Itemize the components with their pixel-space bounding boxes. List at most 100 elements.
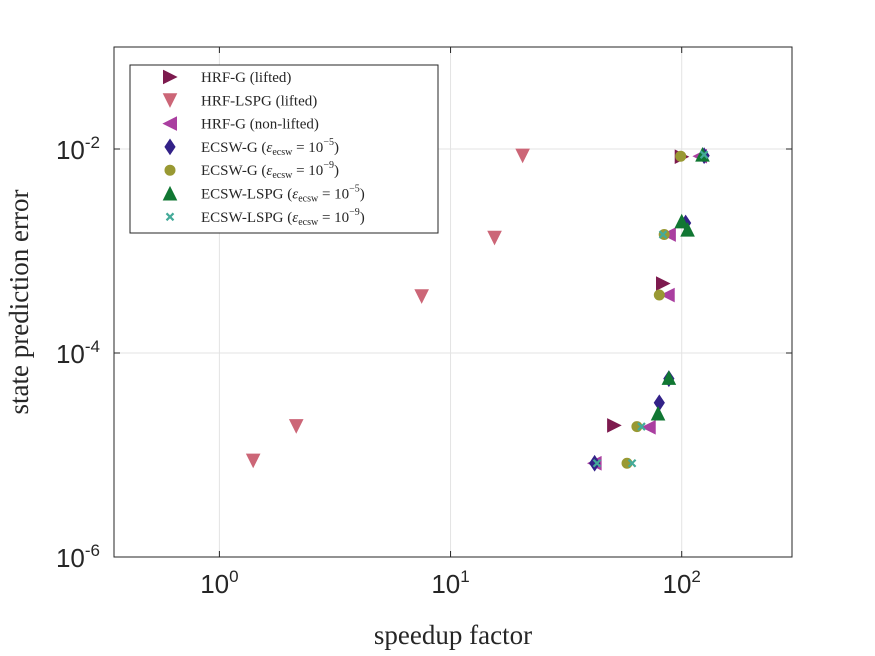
legend-label-sub: ecsw [272, 170, 293, 181]
data-point [699, 150, 709, 159]
legend-entry: HRF-LSPG (lifted) [162, 93, 317, 109]
x-axis-label: speedup factor [374, 620, 532, 650]
legend-label-sup: −9 [323, 160, 334, 171]
data-point [627, 458, 637, 468]
legend-marker [163, 69, 178, 85]
x-tick-label-base: 10 [431, 569, 460, 599]
data-point [641, 419, 656, 435]
legend-entry: ECSW-G (εecsw = 10−9) [164, 160, 339, 181]
legend-label: HRF-G (lifted) [201, 70, 291, 86]
data-point [288, 419, 304, 434]
data-point [245, 453, 261, 469]
x-tick-label-base: 10 [663, 569, 692, 599]
legend-epsilon: ε [266, 140, 272, 156]
legend-label-main: HRF-G (non-lifted) [201, 117, 319, 133]
legend-label: HRF-G (non-lifted) [201, 117, 319, 133]
data-point [658, 230, 668, 239]
legend-label-mid: = 10 [292, 163, 323, 179]
legend-label-sup: −9 [349, 207, 360, 218]
legend-label-main: ECSW-LSPG ( [201, 187, 292, 203]
legend-label: HRF-LSPG (lifted) [201, 93, 317, 109]
legend-entry: HRF-G (lifted) [163, 69, 291, 86]
legend-epsilon: ε [266, 163, 272, 179]
legend-label-sup: −5 [349, 184, 360, 195]
legend-label-end: ) [360, 187, 365, 203]
data-point [515, 148, 530, 164]
y-tick-label: 10-6 [56, 541, 100, 573]
data-points [245, 147, 710, 472]
data-point [653, 289, 665, 301]
x-tick-label-exp: 2 [691, 567, 700, 586]
data-point [680, 222, 695, 237]
y-tick-label-base: 10 [56, 543, 85, 573]
y-axis-label: state prediction error [4, 190, 34, 415]
legend-label-mid: = 10 [292, 140, 323, 156]
data-point [656, 276, 671, 291]
legend-epsilon: ε [292, 187, 298, 203]
legend-entry: ECSW-LSPG (εecsw = 10−9) [165, 207, 365, 228]
y-tick-label-exp: -4 [85, 337, 100, 356]
x-tick-label-exp: 1 [460, 567, 469, 586]
legend-label-main: ECSW-G ( [201, 140, 266, 156]
y-tick-label: 10-4 [56, 337, 100, 369]
legend-marker [164, 138, 176, 156]
data-point [695, 147, 710, 162]
y-tick-label-exp: -2 [85, 133, 100, 152]
legend: HRF-G (lifted) HRF-LSPG (lifted) HRF-G (no… [129, 64, 439, 234]
data-point [660, 287, 675, 303]
x-tick-label: 102 [663, 567, 701, 599]
data-point [650, 405, 666, 421]
legend-label-sup: −5 [323, 137, 334, 148]
legend-label-end: ) [334, 140, 339, 156]
data-point [607, 418, 622, 433]
series-5 [650, 147, 710, 421]
data-point [675, 150, 687, 162]
y-tick-label: 10-2 [56, 133, 100, 165]
legend-marker [162, 93, 178, 108]
legend-marker [162, 116, 177, 131]
y-tick-label-exp: -6 [85, 541, 100, 560]
y-tick-label-base: 10 [56, 339, 85, 369]
legend-label-main: ECSW-LSPG ( [201, 210, 292, 226]
legend-epsilon: ε [292, 210, 298, 226]
plot-frame [113, 46, 793, 558]
legend-label-sub: ecsw [272, 147, 293, 158]
series-6 [592, 150, 709, 468]
legend-label-sub: ecsw [298, 194, 319, 205]
legend-box [129, 64, 439, 234]
data-point [661, 370, 677, 385]
legend-entry: ECSW-G (εecsw = 10−5) [164, 137, 339, 158]
legend-label-main: HRF-G (lifted) [201, 70, 291, 86]
legend-marker [162, 185, 178, 201]
legend-marker [165, 212, 175, 222]
legend-label: ECSW-LSPG (εecsw = 10−9) [201, 207, 365, 228]
x-tick-label: 100 [200, 567, 238, 599]
legend-label-end: ) [360, 210, 365, 226]
data-point [487, 230, 502, 246]
legend-label: ECSW-LSPG (εecsw = 10−5) [201, 184, 365, 205]
y-tick-label-base: 10 [56, 135, 85, 165]
legend-label-sub: ecsw [298, 217, 319, 228]
legend-label-mid: = 10 [318, 187, 349, 203]
legend-label-end: ) [334, 163, 339, 179]
legend-label-main: ECSW-G ( [201, 163, 266, 179]
legend-label-mid: = 10 [318, 210, 349, 226]
data-point [621, 457, 633, 469]
x-tick-label-base: 10 [200, 569, 229, 599]
legend-entry: HRF-G (non-lifted) [162, 116, 319, 133]
data-point [637, 422, 646, 431]
data-point [674, 213, 690, 229]
data-point [592, 458, 602, 468]
tick-marks [114, 47, 792, 558]
x-tick-label-exp: 0 [229, 567, 238, 586]
x-tick-label: 101 [431, 567, 469, 599]
legend-entry: ECSW-LSPG (εecsw = 10−5) [162, 184, 365, 205]
legend-marker [164, 164, 176, 176]
series-1 [245, 148, 530, 469]
legend-label: ECSW-G (εecsw = 10−5) [201, 137, 339, 158]
data-point [414, 289, 429, 304]
legend-label-main: HRF-LSPG (lifted) [201, 93, 317, 109]
legend-label: ECSW-G (εecsw = 10−9) [201, 160, 339, 181]
